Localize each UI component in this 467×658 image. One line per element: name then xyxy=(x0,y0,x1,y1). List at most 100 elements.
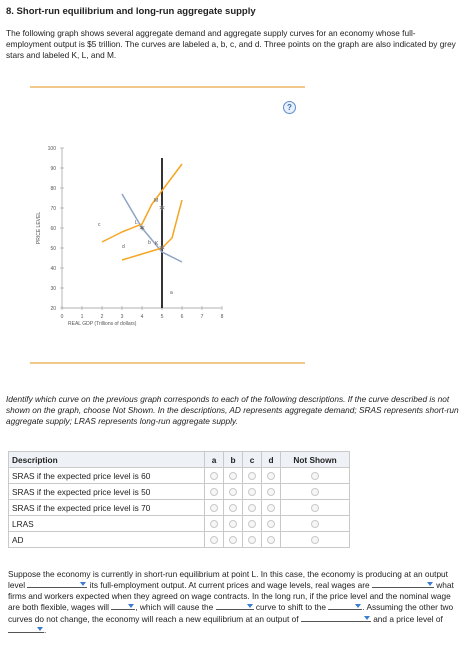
radio-d[interactable] xyxy=(267,472,275,481)
table-row: LRAS xyxy=(8,515,350,532)
radio-d[interactable] xyxy=(267,504,275,513)
para-text-6: . Assuming the other two curves do not c… xyxy=(8,602,454,624)
x-tick-label: 7 xyxy=(201,314,204,320)
header-c: c xyxy=(242,451,262,468)
para-text-2: its full-employment output. At current p… xyxy=(89,580,370,591)
output-level-dropdown[interactable] xyxy=(27,579,88,589)
cell-d xyxy=(261,499,281,516)
radio-b[interactable] xyxy=(229,520,237,529)
radio-b[interactable] xyxy=(229,488,237,497)
cell-not-shown xyxy=(280,467,350,484)
cell-a xyxy=(204,515,224,532)
y-tick-label: 90 xyxy=(50,166,56,172)
radio-d[interactable] xyxy=(267,488,275,497)
shifting-curve-dropdown[interactable] xyxy=(215,601,254,611)
real-wage-dropdown[interactable] xyxy=(371,579,434,589)
row-description: SRAS if the expected price level is 70 xyxy=(8,499,205,516)
row-description: SRAS if the expected price level is 50 xyxy=(8,483,205,500)
cell-c xyxy=(242,483,262,500)
x-tick-label: 5 xyxy=(161,314,164,320)
dropdown-caret-icon xyxy=(246,604,253,609)
graph-curves: a b c d xyxy=(98,158,183,308)
table-row: SRAS if the expected price level is 70 xyxy=(8,499,350,516)
radio-not-shown[interactable] xyxy=(311,520,319,529)
radio-a[interactable] xyxy=(210,504,218,513)
graph-points: ✶K✶L✶M xyxy=(135,198,166,254)
radio-b[interactable] xyxy=(229,536,237,545)
row-description: LRAS xyxy=(8,515,205,532)
y-tick-label: 70 xyxy=(50,206,56,212)
radio-a[interactable] xyxy=(210,488,218,497)
header-a: a xyxy=(204,451,224,468)
y-axis-ticks: 100 90 80 70 60 50 40 30 20 xyxy=(48,146,64,312)
curve-label-c: c xyxy=(98,222,101,228)
radio-b[interactable] xyxy=(229,472,237,481)
radio-a[interactable] xyxy=(210,520,218,529)
y-tick-label: 40 xyxy=(50,266,56,272)
aggregate-supply-demand-graph[interactable]: 100 90 80 70 60 50 40 30 20 0 1 2 3 4 5 6 7 8 PRICE LEVE… xyxy=(0,140,260,345)
question-title: 8. Short-run equilibrium and long-run ag… xyxy=(6,6,256,17)
new-price-level-dropdown[interactable] xyxy=(8,624,44,634)
radio-c[interactable] xyxy=(248,520,256,529)
table-row: SRAS if the expected price level is 50 xyxy=(8,483,350,500)
dropdown-caret-icon xyxy=(128,604,135,609)
point-M-star-icon: ✶ xyxy=(158,204,166,214)
cell-not-shown xyxy=(280,483,350,500)
header-b: b xyxy=(223,451,243,468)
x-axis-ticks: 0 1 2 3 4 5 6 7 8 xyxy=(61,306,224,320)
para-text-7: and a price level of xyxy=(373,613,443,624)
point-K-star-icon: ✶ xyxy=(158,244,166,254)
radio-b[interactable] xyxy=(229,504,237,513)
cell-c xyxy=(242,499,262,516)
curve-label-a: a xyxy=(170,290,173,296)
dropdown-caret-icon xyxy=(355,604,362,609)
radio-c[interactable] xyxy=(248,472,256,481)
radio-d[interactable] xyxy=(267,520,275,529)
point-label-M: M xyxy=(154,198,158,204)
point-label-L: L xyxy=(135,220,138,226)
radio-c[interactable] xyxy=(248,504,256,513)
point-L-star-icon: ✶ xyxy=(138,224,146,234)
shift-direction-dropdown[interactable] xyxy=(328,601,363,611)
dropdown-caret-icon xyxy=(363,615,370,620)
radio-c[interactable] xyxy=(248,536,256,545)
scenario-paragraph: Suppose the economy is currently in shor… xyxy=(8,569,463,635)
curve-d xyxy=(121,199,183,261)
x-tick-label: 4 xyxy=(141,314,144,320)
y-tick-label: 80 xyxy=(50,186,56,192)
new-output-dropdown[interactable] xyxy=(300,613,371,622)
dropdown-caret-icon xyxy=(37,627,43,632)
cell-b xyxy=(223,531,243,548)
cell-not-shown xyxy=(280,531,350,548)
y-axis-label: PRICE LEVEL xyxy=(36,212,42,244)
radio-not-shown[interactable] xyxy=(311,488,319,497)
cell-b xyxy=(223,499,243,516)
radio-c[interactable] xyxy=(248,488,256,497)
cell-not-shown xyxy=(280,515,350,532)
cell-c xyxy=(242,515,262,532)
curve-label-d: d xyxy=(122,244,125,250)
header-description: Description xyxy=(8,451,205,468)
radio-d[interactable] xyxy=(267,536,275,545)
radio-a[interactable] xyxy=(210,472,218,481)
instructions-text: Identify which curve on the previous gra… xyxy=(6,394,459,426)
cell-c xyxy=(242,531,262,548)
cell-d xyxy=(261,531,281,548)
radio-not-shown[interactable] xyxy=(311,472,319,481)
help-icon[interactable]: ? xyxy=(283,101,296,114)
para-text-4: , which will cause the xyxy=(135,602,214,613)
radio-not-shown[interactable] xyxy=(311,536,319,545)
curve-label-b: b xyxy=(148,240,151,246)
cell-d xyxy=(261,515,281,532)
radio-a[interactable] xyxy=(210,536,218,545)
point-label-K: K xyxy=(155,241,159,247)
cell-a xyxy=(204,483,224,500)
y-tick-label: 50 xyxy=(50,246,56,252)
cell-c xyxy=(242,467,262,484)
wage-change-dropdown[interactable] xyxy=(111,601,136,611)
row-description: SRAS if the expected price level is 60 xyxy=(8,467,205,484)
para-text-1: Suppose the economy is currently in shor… xyxy=(8,569,448,591)
radio-not-shown[interactable] xyxy=(311,504,319,513)
dropdown-caret-icon xyxy=(426,582,433,587)
table-row: AD xyxy=(8,531,350,548)
